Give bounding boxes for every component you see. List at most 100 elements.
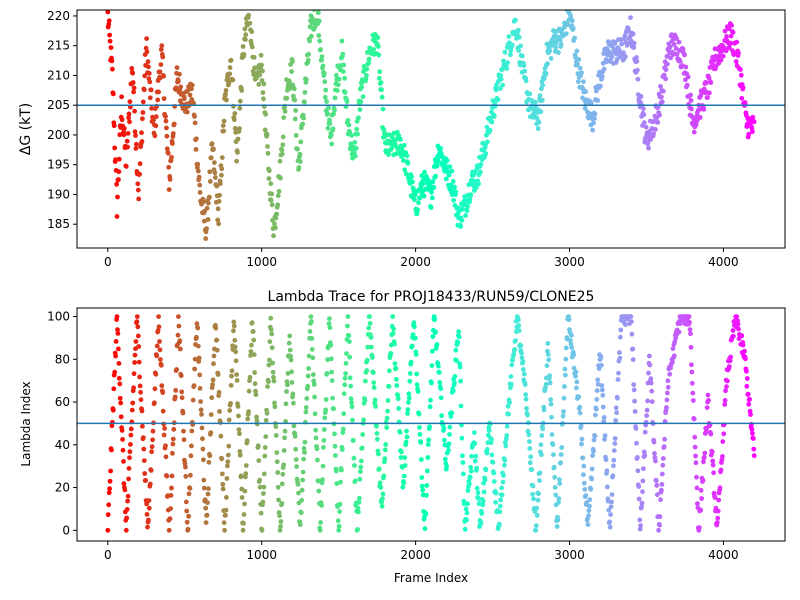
dg-point [398,137,403,142]
lambda-point [281,462,287,468]
dg-point [545,61,550,66]
dg-point [249,29,255,35]
lambda-point [700,478,706,483]
lambda-point [243,471,249,476]
dg-point [493,87,499,93]
dg-point [160,54,166,60]
lambda-point [557,477,562,482]
dg-point [140,116,145,122]
dg-point [631,45,637,50]
dg-point [261,81,267,87]
dg-point [333,72,339,78]
lambda-point [527,446,533,451]
dg-point [547,48,553,54]
dg-point [518,43,523,49]
lambda-point [327,325,333,331]
lambda-point [293,457,299,462]
lambda-point [574,379,580,385]
lambda-point [303,405,309,410]
dg-point [536,119,542,125]
dg-point [220,123,226,128]
dg-point [465,204,470,210]
dg-point [346,122,352,128]
lambda-point [548,401,554,407]
lambda-point [662,436,667,442]
lambda-point [605,484,610,490]
lambda-point [689,369,695,375]
dg-point [187,92,193,98]
dg-point [379,94,385,100]
lambda-point [336,527,342,533]
lambda-point [220,486,226,492]
lambda-axes-frame [76,307,786,542]
lambda-point [551,452,556,458]
lambda-point [458,403,464,409]
lambda-point [180,410,186,416]
dg-point [357,107,363,112]
dg-point [726,26,732,31]
lambda-point [234,372,240,377]
dg-point [402,167,408,173]
dg-point [300,121,305,127]
lambda-point [587,497,593,503]
lambda-point [665,384,671,390]
lambda-point [649,388,655,394]
lambda-point [206,486,211,491]
lambda-point [271,374,276,380]
lambda-point [328,342,334,348]
lambda-point [468,468,474,474]
lambda-point [561,409,566,414]
lambda-point [311,378,317,384]
dg-point [143,45,149,51]
dg-point [520,53,525,59]
lambda-point [366,325,372,331]
dg-point [105,10,111,15]
lambda-point [226,443,232,449]
lambda-point [146,505,152,511]
dg-point [211,146,216,152]
lambda-point [304,396,310,401]
dg-x-ticks: 0 1000 2000 3000 4000 [104,248,739,269]
dg-point [130,80,136,85]
lambda-point [629,331,635,337]
lambda-point [502,462,507,468]
dg-point [459,218,465,223]
lambda-point [652,451,657,456]
lambda-point [141,446,147,452]
dg-point [164,146,170,152]
dg-point [165,150,171,156]
dg-point [434,163,440,169]
lambda-point [351,455,357,461]
lambda-point [609,499,614,505]
lambda-point [436,370,442,375]
lambda-point [405,411,410,416]
lambda-point [511,351,517,357]
dg-point [241,52,247,57]
lambda-point [635,468,641,474]
lambda-point [184,508,190,514]
lambda-point [205,500,210,506]
dg-point [163,118,169,124]
lambda-point [245,416,251,422]
lambda-point [642,429,648,435]
lambda-point [217,409,222,414]
lambda-point [285,371,291,376]
lambda-point [275,470,281,475]
dg-point [266,176,272,182]
lambda-point [434,342,440,347]
lambda-point [390,314,396,319]
lambda-point [153,371,159,377]
lambda-point [541,407,547,413]
lambda-point [574,385,579,391]
lambda-point [278,524,283,529]
lambda-point [448,414,454,419]
dg-point [189,86,194,92]
dg-point [516,34,522,40]
dg-point [219,155,225,161]
dg-point [401,142,407,148]
dg-point [273,225,278,231]
lambda-point [146,517,151,523]
lambda-point [563,372,568,378]
dg-point [509,42,515,48]
dg-point [415,207,420,213]
